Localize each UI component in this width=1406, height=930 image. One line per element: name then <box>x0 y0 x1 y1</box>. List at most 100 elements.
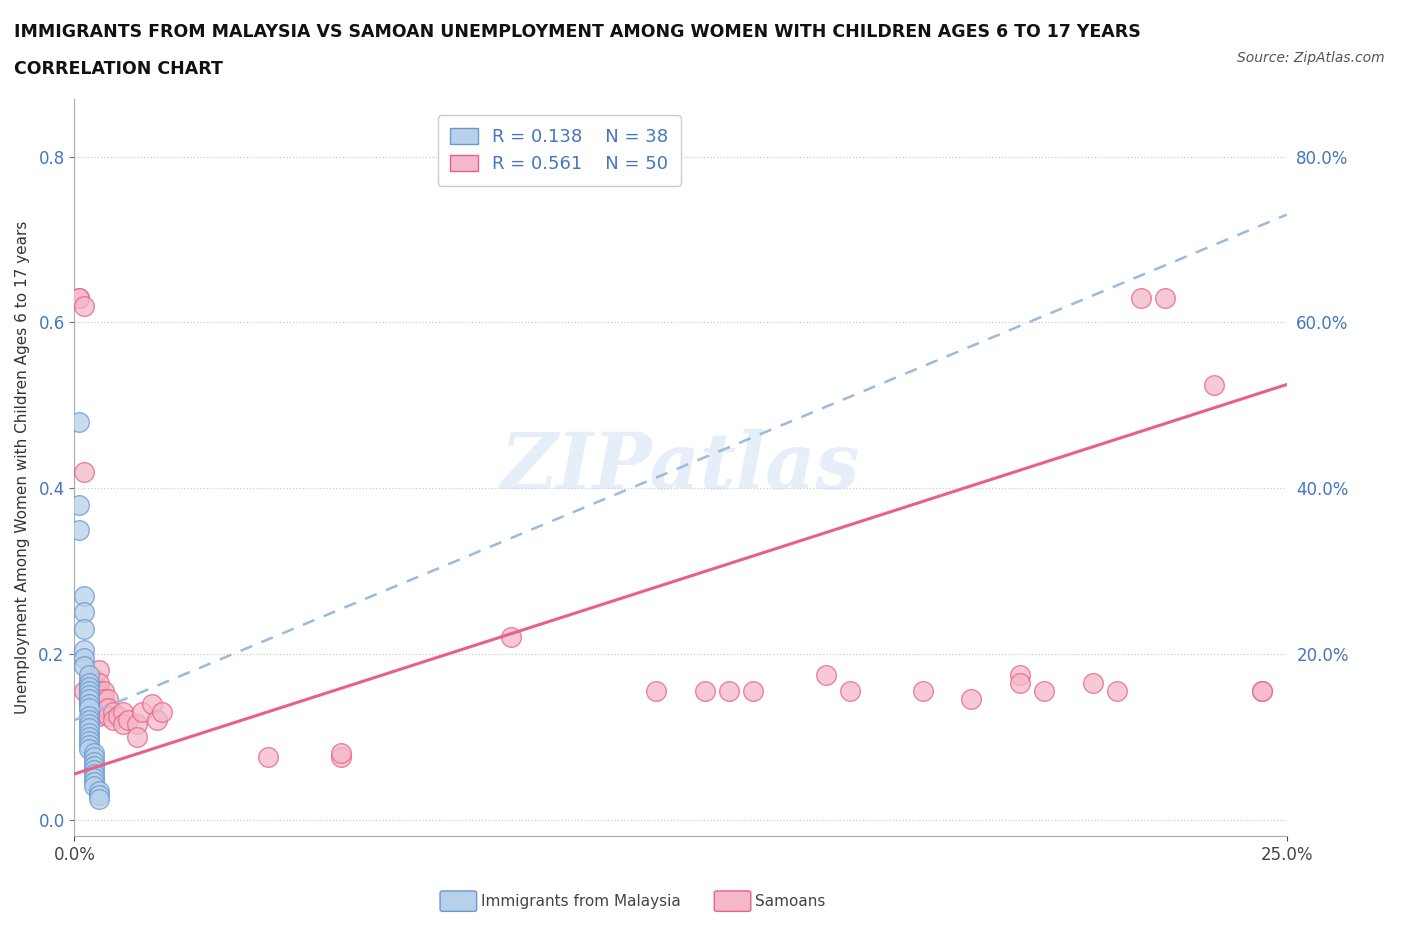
Point <box>77 692 100 707</box>
Point <box>146 712 169 727</box>
Point <box>77 697 100 711</box>
Point <box>77 675 100 690</box>
Text: Immigrants from Malaysia: Immigrants from Malaysia <box>481 894 681 909</box>
Point <box>77 684 100 698</box>
Point <box>1033 684 1056 698</box>
Point <box>1105 684 1128 698</box>
Point <box>1251 684 1274 698</box>
Point <box>117 712 139 727</box>
Point <box>330 750 353 764</box>
Point <box>77 737 100 752</box>
Point <box>330 746 353 761</box>
Text: Source: ZipAtlas.com: Source: ZipAtlas.com <box>1237 51 1385 65</box>
Point <box>73 621 96 636</box>
Point <box>87 788 110 803</box>
Point <box>83 750 105 764</box>
Point <box>814 667 837 682</box>
Point <box>107 709 129 724</box>
Point <box>1251 684 1274 698</box>
Point <box>93 692 115 707</box>
Point <box>77 675 100 690</box>
Point <box>97 709 120 724</box>
Point <box>1081 675 1104 690</box>
Point <box>77 700 100 715</box>
Text: CORRELATION CHART: CORRELATION CHART <box>14 60 224 78</box>
Point <box>150 704 173 719</box>
Point <box>87 675 110 690</box>
Point <box>77 697 100 711</box>
Point <box>77 680 100 695</box>
Point <box>77 692 100 707</box>
Point <box>1008 675 1031 690</box>
Point <box>87 709 110 724</box>
Point <box>1008 667 1031 682</box>
Point <box>499 630 522 644</box>
Point <box>103 712 125 727</box>
Point <box>911 684 934 698</box>
Point <box>87 700 110 715</box>
Point <box>73 589 96 604</box>
Point <box>77 729 100 744</box>
Point <box>77 684 100 698</box>
Point <box>77 734 100 749</box>
Point <box>127 729 149 744</box>
Text: ZIPatlas: ZIPatlas <box>501 429 860 506</box>
Point <box>67 415 90 430</box>
Point <box>73 658 96 673</box>
Point <box>73 651 96 666</box>
Point <box>77 725 100 740</box>
Point <box>103 704 125 719</box>
Text: Samoans: Samoans <box>755 894 825 909</box>
Point <box>67 290 90 305</box>
Point <box>83 766 105 781</box>
Point <box>77 717 100 732</box>
Point <box>77 688 100 703</box>
Point <box>127 717 149 732</box>
Point <box>111 717 134 732</box>
Point <box>83 763 105 777</box>
Point <box>83 692 105 707</box>
Point <box>73 464 96 479</box>
Point <box>257 750 280 764</box>
Point <box>83 697 105 711</box>
Point <box>87 783 110 798</box>
Legend: R = 0.138    N = 38, R = 0.561    N = 50: R = 0.138 N = 38, R = 0.561 N = 50 <box>437 115 681 186</box>
Point <box>73 605 96 620</box>
Point <box>77 680 100 695</box>
Point <box>93 700 115 715</box>
Point <box>73 299 96 313</box>
Point <box>83 671 105 686</box>
Point <box>87 684 110 698</box>
Point <box>1130 290 1153 305</box>
Point <box>1154 290 1177 305</box>
Point <box>717 684 740 698</box>
Point <box>73 643 96 658</box>
Point <box>83 758 105 773</box>
Point <box>87 688 110 703</box>
Point <box>73 684 96 698</box>
Point <box>839 684 862 698</box>
Y-axis label: Unemployment Among Women with Children Ages 6 to 17 years: Unemployment Among Women with Children A… <box>15 220 30 714</box>
Point <box>77 709 100 724</box>
Point <box>87 692 110 707</box>
Point <box>77 671 100 686</box>
Point <box>83 775 105 790</box>
Point <box>93 684 115 698</box>
Point <box>83 704 105 719</box>
Point <box>67 522 90 537</box>
Point <box>77 667 100 682</box>
Point <box>77 688 100 703</box>
Text: IMMIGRANTS FROM MALAYSIA VS SAMOAN UNEMPLOYMENT AMONG WOMEN WITH CHILDREN AGES 6: IMMIGRANTS FROM MALAYSIA VS SAMOAN UNEMP… <box>14 23 1140 41</box>
Point <box>1202 378 1225 392</box>
Point <box>83 779 105 794</box>
Point <box>131 704 153 719</box>
Point <box>67 290 90 305</box>
Point <box>67 498 90 512</box>
Point <box>83 709 105 724</box>
Point <box>742 684 765 698</box>
Point <box>97 700 120 715</box>
Point <box>87 791 110 806</box>
Point <box>141 697 163 711</box>
Point <box>83 688 105 703</box>
Point <box>87 663 110 678</box>
